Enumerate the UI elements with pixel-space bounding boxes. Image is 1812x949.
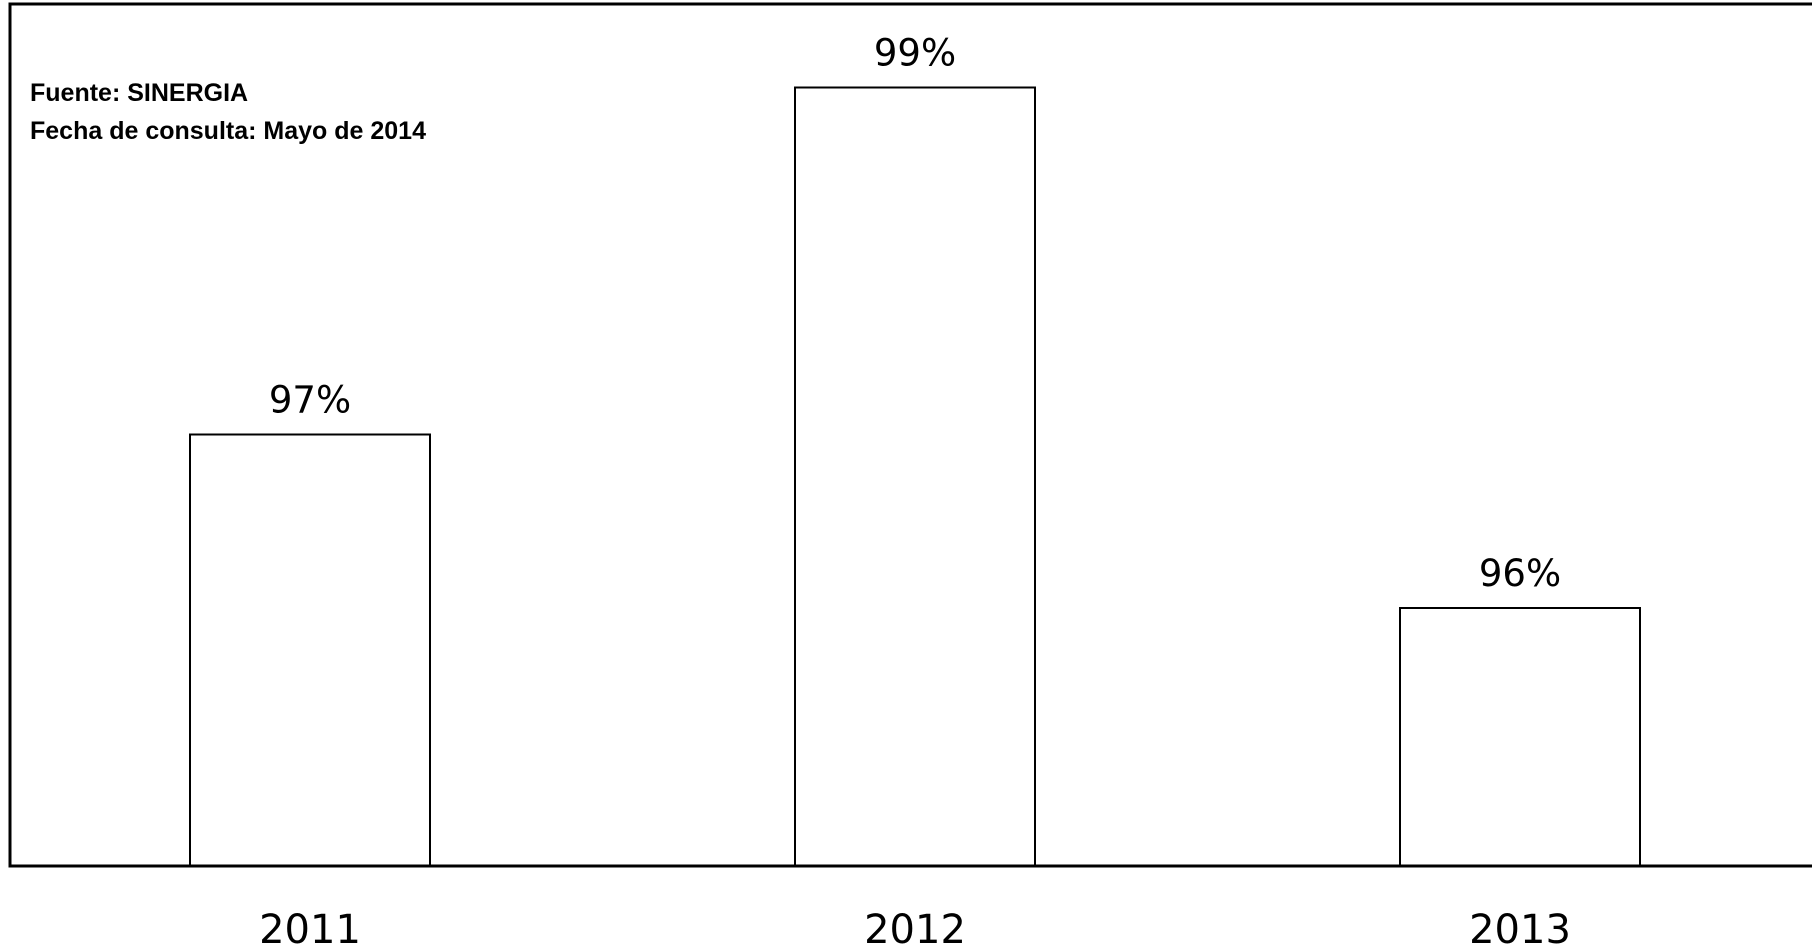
bar-2011	[189, 433, 431, 867]
bar-2012	[794, 86, 1036, 867]
data-label-2011: 97%	[269, 379, 351, 422]
x-tick-label-2011: 2011	[259, 907, 361, 949]
source-note: Fuente: SINERGIA	[30, 79, 249, 107]
x-tick-label-2013: 2013	[1469, 907, 1571, 949]
bar-2013	[1399, 607, 1641, 867]
data-label-2013: 96%	[1479, 552, 1561, 595]
data-label-2012: 99%	[874, 32, 956, 75]
consult-date-note: Fecha de consulta: Mayo de 2014	[30, 117, 426, 145]
x-tick-label-2012: 2012	[864, 907, 966, 949]
